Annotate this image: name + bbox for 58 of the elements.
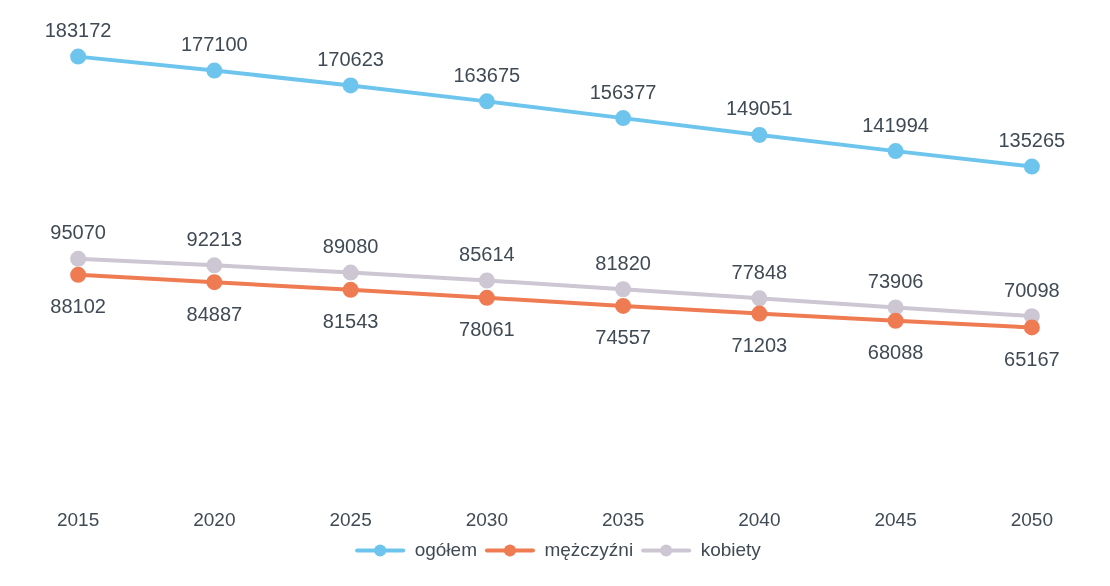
- data-label: 88102: [50, 295, 106, 318]
- legend-label: kobiety: [700, 538, 762, 560]
- data-label: 77848: [731, 260, 788, 283]
- data-label: 135265: [998, 129, 1066, 152]
- x-tick-label: 2025: [329, 508, 372, 530]
- data-label: 177100: [181, 33, 248, 56]
- point: [206, 257, 223, 274]
- data-label: 71203: [731, 334, 788, 357]
- point: [478, 93, 495, 110]
- point: [615, 281, 632, 298]
- point: [1023, 319, 1040, 336]
- point: [206, 62, 223, 79]
- point: [1023, 158, 1040, 175]
- point: [70, 48, 87, 65]
- data-label: 89080: [322, 235, 379, 258]
- point: [70, 250, 87, 267]
- point: [615, 110, 632, 127]
- data-label: 149051: [726, 97, 793, 120]
- data-label: 70098: [1004, 278, 1060, 301]
- point: [751, 305, 768, 322]
- legend-label: ogółem: [414, 538, 477, 560]
- point: [342, 281, 359, 298]
- x-tick-label: 2045: [874, 508, 917, 530]
- point: [478, 289, 495, 306]
- data-label: 68088: [867, 341, 924, 364]
- point: [751, 290, 768, 307]
- data-label: 78061: [459, 318, 515, 341]
- x-tick-label: 2050: [1010, 508, 1054, 530]
- data-label: 84887: [186, 302, 243, 325]
- point: [887, 299, 904, 316]
- data-label: 73906: [867, 269, 924, 292]
- data-label: 183172: [44, 19, 112, 42]
- point: [478, 272, 495, 289]
- point: [342, 264, 359, 281]
- data-label: 156377: [589, 80, 657, 103]
- x-tick-label: 2030: [465, 508, 509, 530]
- legend-label: mężczyźni: [544, 538, 634, 560]
- data-label: 65167: [1004, 347, 1060, 370]
- point: [887, 143, 904, 160]
- data-label: 85614: [459, 243, 515, 266]
- x-tick-label: 2035: [601, 508, 645, 530]
- x-tick-label: 2040: [738, 508, 781, 530]
- point: [70, 266, 87, 283]
- data-label: 81543: [322, 310, 379, 333]
- data-label: 170623: [317, 47, 384, 70]
- data-label: 92213: [186, 227, 243, 250]
- data-label: 163675: [453, 63, 521, 86]
- data-label: 81820: [595, 251, 651, 274]
- point: [615, 297, 632, 314]
- data-label: 95070: [50, 221, 106, 244]
- x-tick-label: 2020: [193, 508, 236, 530]
- point: [206, 274, 223, 291]
- x-tick-label: 2015: [56, 508, 100, 530]
- data-label: 141994: [862, 113, 929, 136]
- data-label: 74557: [595, 326, 651, 349]
- point: [751, 126, 768, 143]
- point: [887, 312, 904, 329]
- point: [342, 77, 359, 94]
